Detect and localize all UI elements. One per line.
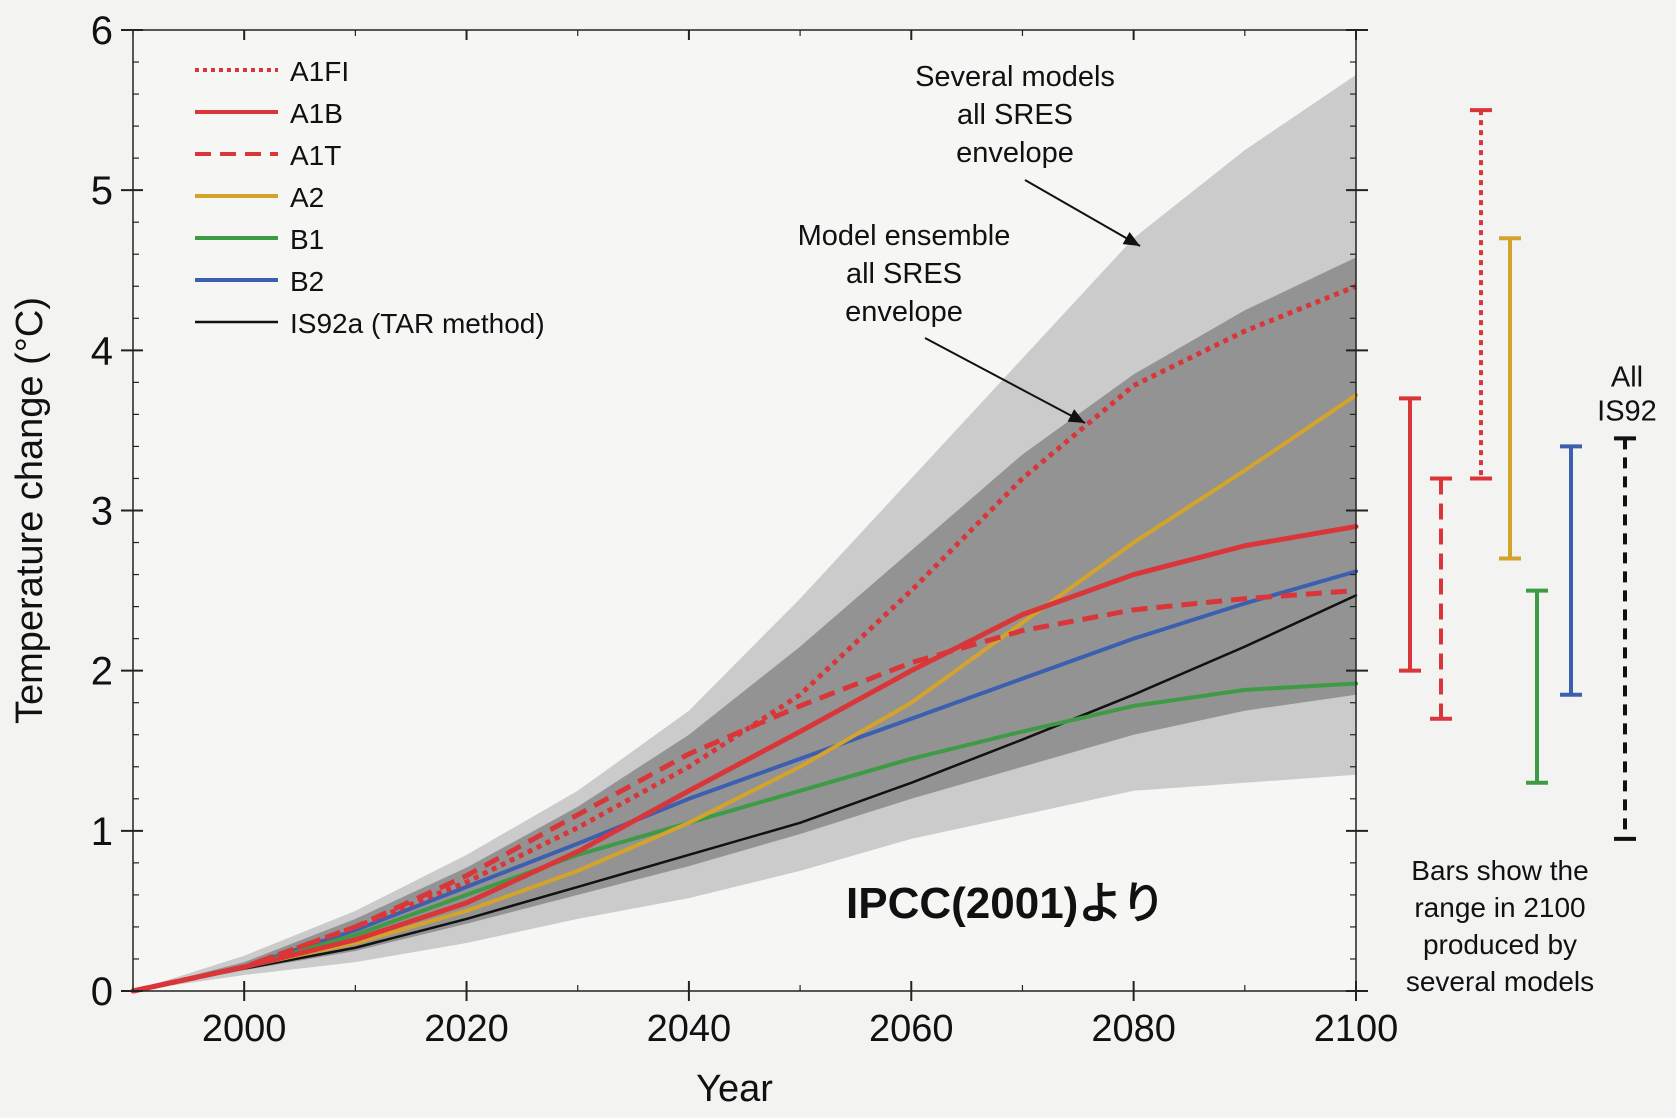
- legend-label-a1b: A1B: [290, 98, 343, 129]
- x-tick-label: 2100: [1314, 1008, 1399, 1050]
- series-line-a2: [131, 393, 1358, 993]
- series-line-b1: [131, 681, 1358, 993]
- y-tick-label: 0: [91, 970, 113, 1014]
- range-bars-caption: several models: [1406, 966, 1594, 997]
- series-line-is92a-tar-method: [131, 594, 1358, 993]
- envelope-model-ensemble: [133, 257, 1356, 992]
- envelope-label-several-models: Several models: [915, 61, 1115, 93]
- series-group: [130, 283, 1359, 994]
- series-line-a1b: [130, 524, 1359, 994]
- x-tick-label: 2080: [1091, 1008, 1176, 1050]
- annotation-arrow-head: [1122, 231, 1140, 246]
- y-tick-label: 1: [91, 810, 113, 854]
- legend-label-a1fi: A1FI: [290, 56, 349, 87]
- y-tick-label: 4: [91, 329, 113, 373]
- annotation-arrow-line: [924, 337, 1086, 424]
- range-bar-label: All: [1611, 361, 1643, 393]
- legend: A1FI A1B A1T A2 B1 B2 IS92a (TAR method): [195, 56, 545, 339]
- legend-label-a2: A2: [290, 182, 324, 213]
- range-bars-caption: Bars show the: [1411, 855, 1588, 886]
- envelope-label-model-ensemble: Model ensemble: [798, 220, 1011, 252]
- envelope-label-several-models: all SRES: [957, 99, 1073, 131]
- y-tick-label: 2: [91, 650, 113, 694]
- envelope-label-model-ensemble: envelope: [845, 296, 963, 328]
- y-axis-label: Temperature change (°C): [9, 297, 51, 724]
- x-tick-label: 2020: [424, 1008, 509, 1050]
- x-tick-label: 2060: [869, 1008, 954, 1050]
- y-tick-label: 3: [91, 490, 113, 534]
- annotation-arrow-line: [1024, 179, 1141, 247]
- legend-label-a1t: A1T: [290, 140, 341, 171]
- series-line-b2: [131, 569, 1358, 993]
- x-tick-label: 2000: [202, 1008, 287, 1050]
- legend-label-is92a-tar-method: IS92a (TAR method): [290, 308, 545, 339]
- y-tick-label: 5: [91, 169, 113, 213]
- range-bar-label: IS92: [1597, 395, 1657, 427]
- annotations-group: Several models all SRES envelope Model ense…: [798, 61, 1166, 928]
- envelope-several-models: [133, 74, 1356, 991]
- envelopes-group: [133, 74, 1356, 992]
- series-line-a1fi: [132, 283, 1357, 994]
- legend-label-b1: B1: [290, 224, 324, 255]
- x-tick-label: 2040: [647, 1008, 732, 1050]
- y-tick-label: 6: [91, 9, 113, 53]
- source-note: IPCC(2001)より: [846, 879, 1165, 928]
- envelope-label-several-models: envelope: [956, 137, 1074, 169]
- range-bars-caption: range in 2100: [1414, 892, 1585, 923]
- legend-label-b2: B2: [290, 266, 324, 297]
- x-axis-label: Year: [696, 1068, 773, 1110]
- axes-group: 0 1 2 3 4 5 6 2000 2020 2040 2060 2080 2100 Year Tempe…: [9, 9, 1398, 1110]
- annotation-arrow-head: [1067, 409, 1085, 423]
- envelope-label-model-ensemble: all SRES: [846, 258, 962, 290]
- range-bars-caption: produced by: [1423, 929, 1577, 960]
